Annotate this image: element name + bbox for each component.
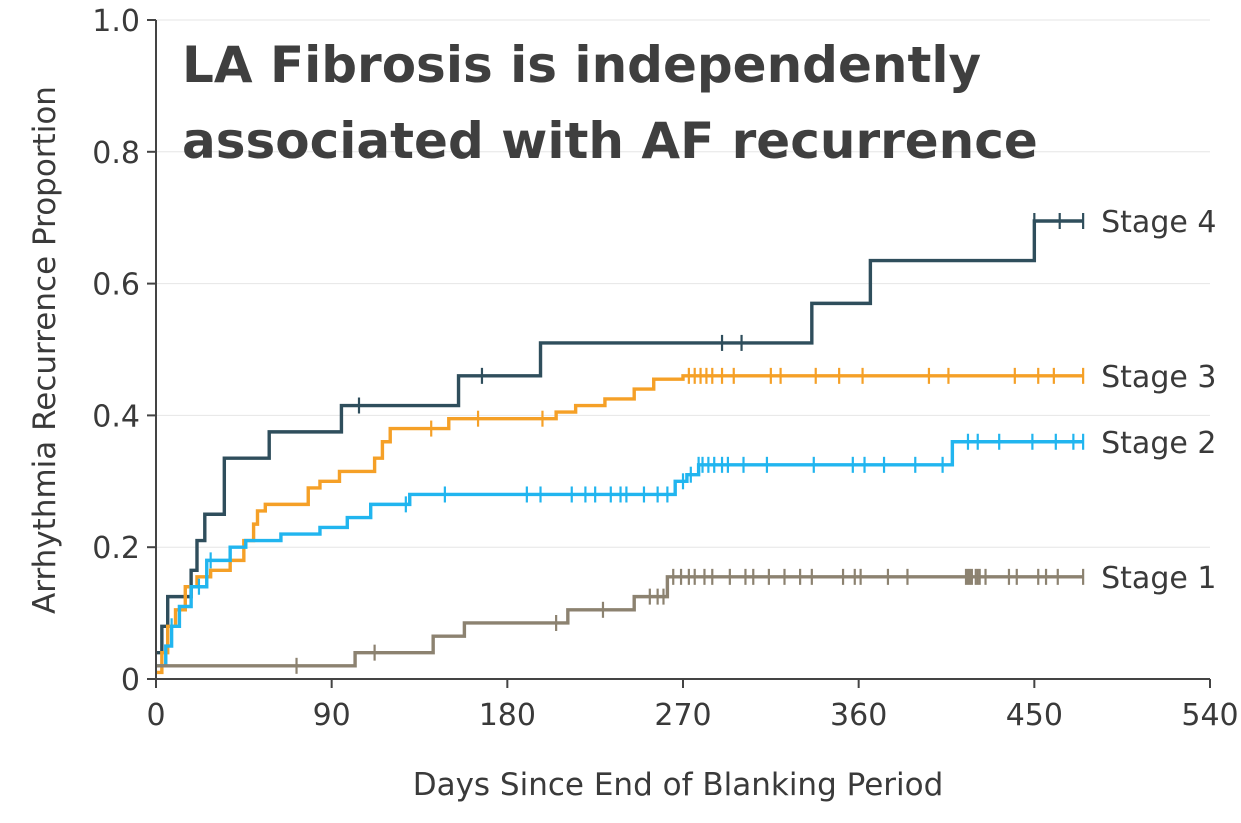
x-tick-label: 540 bbox=[1181, 698, 1238, 733]
series-line-stage-4 bbox=[156, 219, 1084, 655]
series-line-stage-1 bbox=[156, 575, 1084, 668]
series-label-stage-1: Stage 1 bbox=[1101, 561, 1216, 596]
y-tick-label: 0.8 bbox=[92, 136, 140, 171]
x-tick-label: 90 bbox=[313, 698, 351, 733]
axes bbox=[147, 19, 1211, 688]
y-tick-label: 0.6 bbox=[92, 268, 140, 303]
x-tick-label: 180 bbox=[479, 698, 536, 733]
series-lines bbox=[156, 212, 1085, 675]
x-tick-label: 360 bbox=[830, 698, 887, 733]
y-tick-label: 0 bbox=[121, 663, 140, 698]
y-tick-label: 1.0 bbox=[92, 4, 140, 39]
series-line-stage-2 bbox=[156, 440, 1084, 668]
series-labels: Stage 4 Stage 3 Stage 2 Stage 1 bbox=[1101, 205, 1216, 596]
y-axis-label: Arrhythmia Recurrence Proportion bbox=[27, 86, 63, 614]
tick-labels: 0 0.2 0.4 0.6 0.8 1.0 0 90 180 270 360 450 540 bbox=[92, 4, 1238, 733]
x-tick-label: 270 bbox=[654, 698, 711, 733]
gridlines bbox=[156, 19, 1210, 548]
chart-title-line-2: associated with AF recurrence bbox=[182, 112, 1038, 170]
series-label-stage-4: Stage 4 bbox=[1101, 205, 1216, 240]
series-label-stage-2: Stage 2 bbox=[1101, 426, 1216, 461]
chart-title-line-1: LA Fibrosis is independently bbox=[182, 36, 981, 94]
y-tick-label: 0.4 bbox=[92, 399, 140, 434]
series-label-stage-3: Stage 3 bbox=[1101, 360, 1216, 395]
x-tick-label: 450 bbox=[1006, 698, 1063, 733]
x-axis-label: Days Since End of Blanking Period bbox=[413, 767, 944, 803]
x-tick-label: 0 bbox=[146, 698, 165, 733]
y-tick-label: 0.2 bbox=[92, 531, 140, 566]
series-line-stage-3 bbox=[156, 374, 1084, 675]
